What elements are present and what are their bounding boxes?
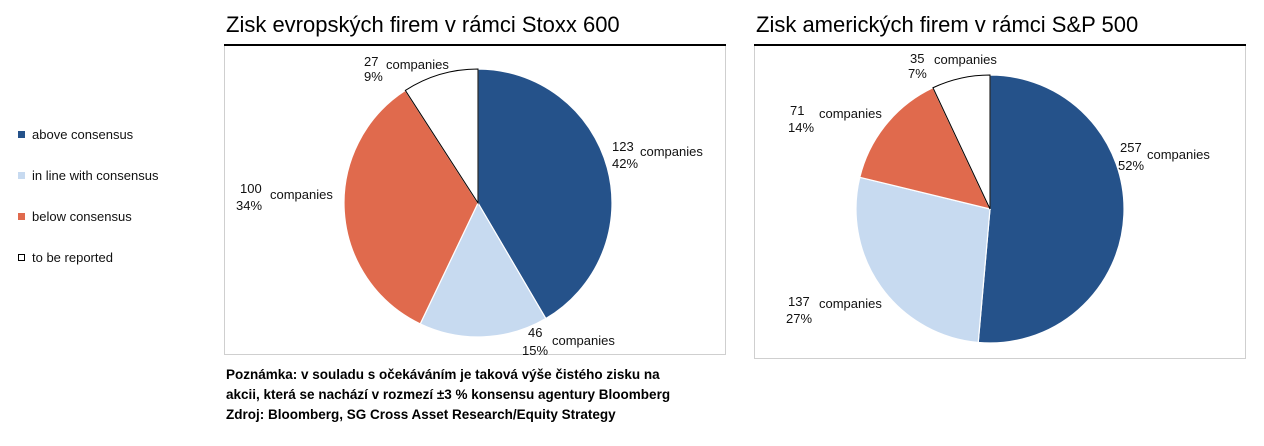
pie-slice-europe-0 [477,68,613,320]
pie-slice-europe-1 [419,201,547,338]
pie-slice-us-1 [855,176,991,344]
source-note: Poznámka: v souladu s očekáváním je tako… [226,365,670,425]
pie-label-percent-europe-2: 34% [236,198,262,213]
pie-label-percent-us-3: 7% [908,66,927,81]
pie-label-unit-europe-0: companies [640,144,703,159]
pie-label-unit-europe-1: companies [552,333,615,348]
pie-slice-us-3 [932,74,991,210]
legend-item-inline: in line with consensus [18,168,158,183]
legend-item-above: above consensus [18,127,133,142]
pie-label-unit-us-1: companies [819,296,882,311]
pie-slice-europe-3 [404,68,479,205]
pie-label-count-europe-1: 46 [528,325,542,340]
pie-label-percent-us-0: 52% [1118,158,1144,173]
title-rule-us [754,44,1246,46]
legend-swatch-tbr [18,254,25,261]
pie-label-unit-us-2: companies [819,106,882,121]
pie-slice-us-2 [859,86,992,210]
chart-title-us: Zisk amerických firem v rámci S&P 500 [756,12,1139,37]
pie-label-percent-europe-1: 15% [522,343,548,358]
pie-label-unit-europe-2: companies [270,187,333,202]
legend-swatch-inline [18,172,25,179]
pie-label-unit-us-3: companies [934,52,997,67]
legend-item-tbr: to be reported [18,250,113,265]
chart-frame-us [754,46,1246,359]
pie-label-percent-europe-3: 9% [364,69,383,84]
legend-swatch-above [18,131,25,138]
pie-label-count-europe-2: 100 [240,181,262,196]
pie-label-unit-us-0: companies [1147,147,1210,162]
legend-item-below: below consensus [18,209,132,224]
legend-label-tbr: to be reported [32,250,113,265]
pie-label-percent-europe-0: 42% [612,156,638,171]
legend-label-inline: in line with consensus [32,168,159,183]
pie-label-count-us-0: 257 [1120,140,1142,155]
pie-label-count-us-1: 137 [788,294,810,309]
pie-label-percent-us-1: 27% [786,311,812,326]
note-line-2: akcii, která se nachází v rozmezí ±3 % k… [226,387,671,402]
pie-label-unit-europe-3: companies [386,57,449,72]
legend-label-below: below consensus [32,209,132,224]
legend-swatch-below [18,213,25,220]
pie-slice-europe-2 [343,89,479,325]
legend-label-above: above consensus [32,127,134,142]
note-line-3: Zdroj: Bloomberg, SG Cross Asset Researc… [226,407,616,422]
pie-label-count-europe-3: 27 [364,54,378,69]
pie-label-count-us-3: 35 [910,51,924,66]
pie-label-count-europe-0: 123 [612,139,634,154]
pie-label-count-us-2: 71 [790,103,804,118]
pie-label-percent-us-2: 14% [788,120,814,135]
chart-title-europe: Zisk evropských firem v rámci Stoxx 600 [226,12,620,37]
note-line-1: Poznámka: v souladu s očekáváním je tako… [226,367,660,382]
title-rule-europe [224,44,726,46]
pie-slice-us-0 [977,74,1125,344]
chart-frame-europe [224,46,726,355]
